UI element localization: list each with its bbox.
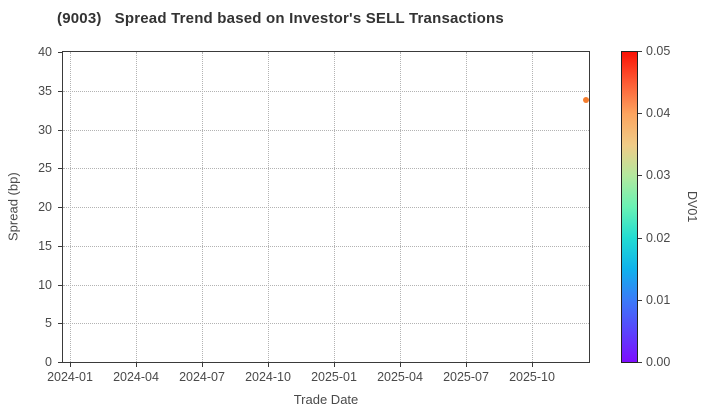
colorbar	[621, 51, 638, 363]
x-tick-label: 2025-04	[377, 370, 423, 384]
y-tick-label: 20	[38, 200, 52, 214]
x-tick-mark	[70, 363, 71, 367]
y-gridline	[63, 129, 589, 131]
x-tick-label: 2025-07	[443, 370, 489, 384]
chart-title: (9003) Spread Trend based on Investor's …	[57, 10, 504, 27]
x-tick-mark	[202, 363, 203, 367]
colorbar-tick-label: 0.00	[646, 355, 671, 369]
x-gridline	[136, 52, 137, 362]
colorbar-tick-label: 0.03	[646, 168, 671, 183]
x-tick-label: 2025-10	[509, 370, 555, 384]
x-tick-label: 2024-10	[245, 370, 291, 384]
colorbar-tick-label: 0.01	[646, 292, 671, 307]
y-tick-mark	[58, 207, 62, 208]
y-tick-mark	[58, 52, 62, 53]
x-tick-label: 2024-04	[113, 370, 159, 384]
colorbar-tick-label: 0.04	[646, 106, 671, 121]
y-tick-label: 0	[45, 355, 52, 369]
colorbar-tick-mark	[638, 51, 642, 52]
colorbar-tick-mark	[638, 237, 642, 239]
y-tick-mark	[58, 323, 62, 325]
y-tick-label: 10	[38, 277, 52, 292]
plot-area	[62, 51, 590, 363]
y-tick-mark	[58, 284, 62, 286]
y-tick-label: 25	[38, 161, 52, 176]
colorbar-tick-mark	[638, 362, 642, 363]
x-gridline	[268, 52, 269, 362]
x-gridline	[532, 52, 533, 362]
x-gridline	[70, 52, 71, 362]
data-point	[583, 97, 590, 104]
x-tick-mark	[268, 363, 269, 367]
x-tick-label: 2024-07	[179, 370, 225, 384]
x-axis-label: Trade Date	[293, 392, 359, 407]
y-gridline	[63, 90, 589, 92]
x-tick-mark	[400, 363, 401, 367]
colorbar-tick-mark	[638, 299, 642, 301]
y-tick-label: 5	[45, 316, 52, 331]
x-tick-mark	[532, 363, 533, 367]
y-tick-mark	[58, 245, 62, 247]
y-gridline	[63, 284, 589, 286]
y-gridline	[63, 168, 589, 170]
y-tick-label: 30	[38, 122, 52, 137]
y-tick-label: 15	[38, 238, 52, 253]
x-tick-mark	[334, 363, 335, 367]
x-tick-label: 2025-01	[311, 370, 357, 384]
y-gridline	[63, 323, 589, 325]
x-gridline	[202, 52, 203, 362]
y-tick-mark	[58, 362, 62, 363]
y-tick-label: 35	[38, 83, 52, 98]
colorbar-tick-mark	[638, 175, 642, 177]
x-tick-mark	[466, 363, 467, 367]
y-tick-mark	[58, 90, 62, 92]
colorbar-tick-label: 0.02	[646, 230, 671, 245]
y-tick-mark	[58, 168, 62, 170]
y-tick-mark	[58, 129, 62, 131]
colorbar-tick-mark	[638, 113, 642, 115]
x-tick-mark	[136, 363, 137, 367]
colorbar-label: DV01	[685, 191, 699, 223]
colorbar-tick-label: 0.05	[646, 44, 671, 58]
y-tick-label: 40	[38, 45, 52, 59]
x-tick-label: 2024-01	[47, 370, 93, 384]
y-gridline	[63, 207, 589, 208]
x-gridline	[334, 52, 335, 362]
x-gridline	[400, 52, 401, 362]
x-gridline	[466, 52, 467, 362]
y-gridline	[63, 245, 589, 247]
